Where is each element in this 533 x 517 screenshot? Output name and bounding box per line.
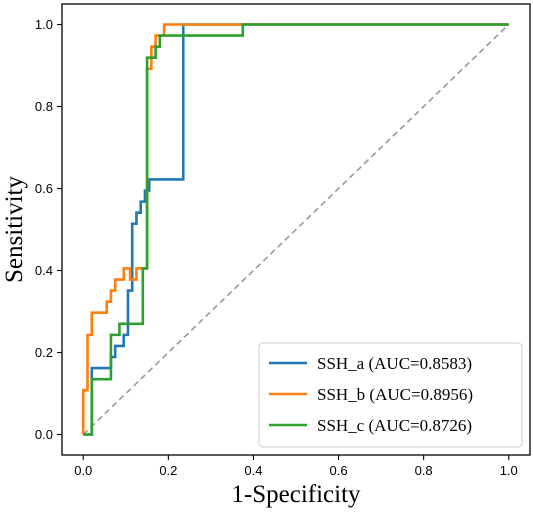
axes-frame	[61, 3, 531, 456]
series-layer	[81, 23, 509, 436]
x-tick-label: 1.0	[500, 463, 518, 478]
y-tick-label: 0.0	[35, 427, 53, 442]
y-tick-label: 0.2	[35, 345, 53, 360]
y-axis-label: Sensitivity	[1, 176, 28, 283]
legend: SSH_a (AUC=0.8583) SSH_b (AUC=0.8956) SSH_…	[258, 342, 523, 448]
legend-box	[258, 342, 523, 448]
y-tick-label: 0.8	[35, 99, 53, 114]
x-tick-label: 0.4	[244, 463, 262, 478]
y-tick-label: 0.4	[35, 263, 53, 278]
series-line-2	[81, 23, 509, 435]
x-tick-label: 0.0	[74, 463, 92, 478]
y-tick-label: 0.6	[35, 181, 53, 196]
reference-layer	[82, 23, 510, 436]
legend-label-2: SSH_b (AUC=0.8956)	[317, 385, 473, 404]
reference-diagonal-line	[82, 23, 510, 436]
x-tick-label: 0.8	[415, 463, 433, 478]
legend-label-3: SSH_c (AUC=0.8726)	[317, 416, 472, 435]
y-ticks: 0.0 0.2 0.4 0.6 0.8 1.0	[35, 17, 62, 442]
x-tick-label: 0.6	[330, 463, 348, 478]
x-ticks: 0.0 0.2 0.4 0.6 0.8 1.0	[74, 455, 518, 478]
y-tick-label: 1.0	[35, 17, 53, 32]
legend-label-1: SSH_a (AUC=0.8583)	[317, 354, 472, 373]
series-line-3	[83, 23, 509, 436]
x-tick-label: 0.2	[159, 463, 177, 478]
x-axis-label: 1-Specificity	[231, 481, 361, 508]
